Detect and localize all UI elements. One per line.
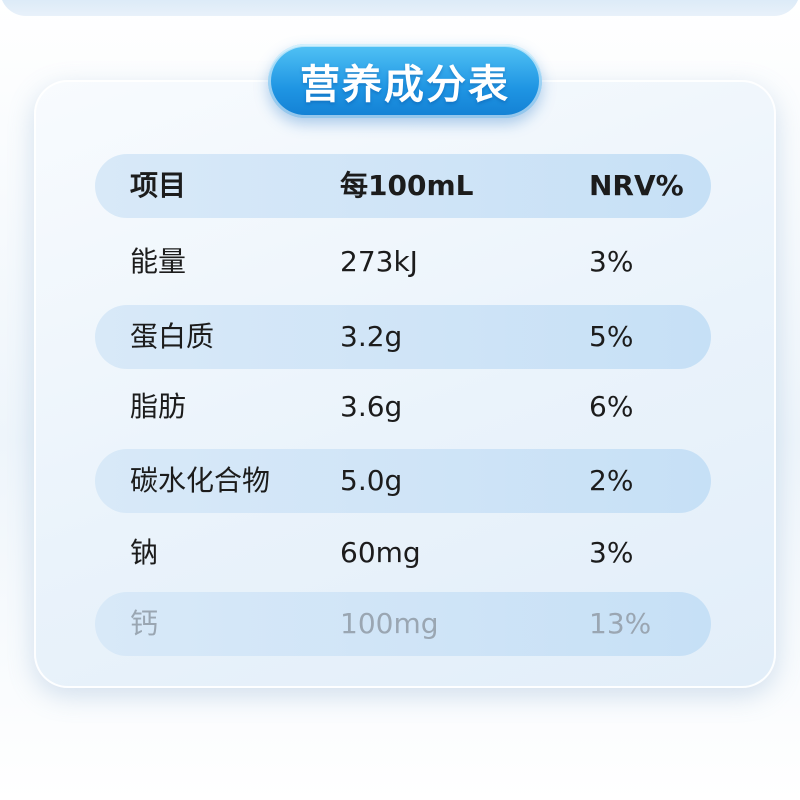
- table-row: 碳水化合物 5.0g 2%: [95, 449, 711, 513]
- nutrient-nrv: 13%: [589, 607, 652, 640]
- title-badge: 营养成分表: [268, 44, 542, 118]
- table-row: 钠 60mg 3%: [95, 521, 711, 585]
- top-decorative-strip: [0, 0, 800, 16]
- nutrient-amount: 273kJ: [340, 245, 418, 278]
- column-header-amount: 每100mL: [340, 169, 474, 202]
- table-row: 脂肪 3.6g 6%: [95, 375, 711, 439]
- nutrient-name: 钠: [130, 536, 159, 569]
- nutrient-nrv: 6%: [589, 390, 634, 423]
- nutrient-nrv: 3%: [589, 536, 634, 569]
- nutrient-amount: 3.6g: [340, 390, 403, 423]
- nutrient-nrv: 5%: [589, 320, 634, 353]
- nutrient-name: 碳水化合物: [130, 464, 271, 497]
- nutrient-nrv: 3%: [589, 245, 634, 278]
- nutrient-name: 蛋白质: [130, 320, 215, 353]
- table-header-row: 项目 每100mL NRV%: [95, 154, 711, 218]
- nutrient-amount: 60mg: [340, 536, 421, 569]
- page-title: 营养成分表: [300, 62, 510, 108]
- nutrient-name: 脂肪: [130, 390, 187, 423]
- table-row: 蛋白质 3.2g 5%: [95, 305, 711, 369]
- table-row: 能量 273kJ 3%: [95, 230, 711, 294]
- nutrient-amount: 5.0g: [340, 464, 403, 497]
- column-header-item: 项目: [130, 169, 187, 202]
- nutrient-amount: 3.2g: [340, 320, 403, 353]
- table-row: 钙 100mg 13%: [95, 592, 711, 656]
- nutrient-amount: 100mg: [340, 607, 439, 640]
- nutrient-name: 钙: [130, 607, 159, 640]
- column-header-nrv: NRV%: [589, 169, 684, 202]
- nutrient-name: 能量: [130, 245, 187, 278]
- nutrient-nrv: 2%: [589, 464, 634, 497]
